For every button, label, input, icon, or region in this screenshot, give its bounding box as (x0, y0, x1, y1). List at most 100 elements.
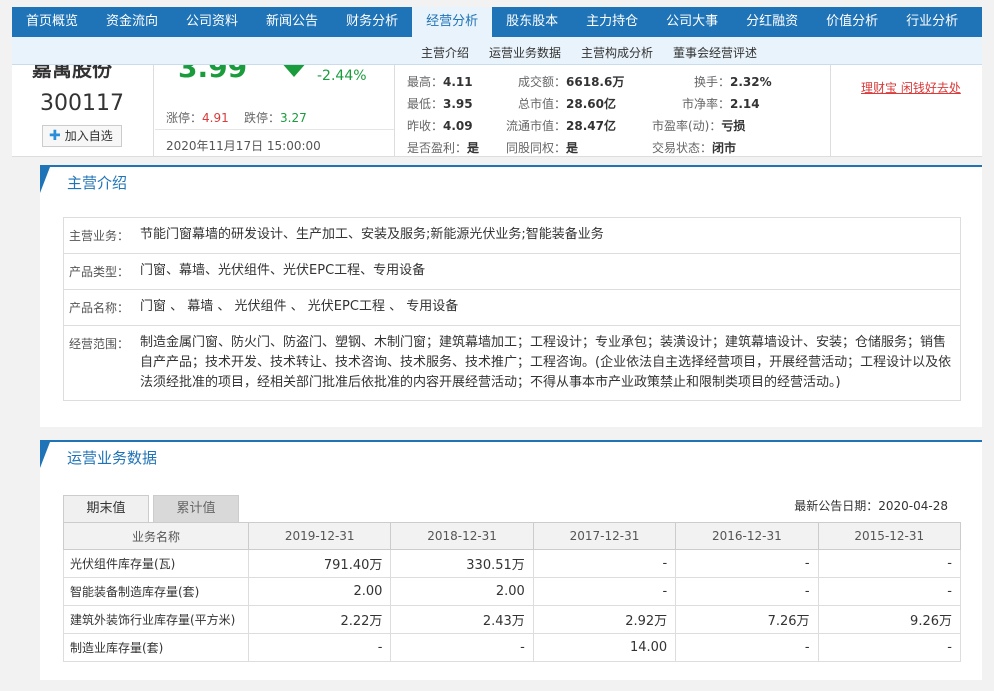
stat-value: 是 (566, 141, 579, 155)
stat-label: 总市值： (518, 97, 567, 111)
intro-label: 主营业务： (63, 217, 136, 254)
stat-label: 市盈率(动)： (652, 119, 722, 133)
divider (153, 65, 154, 156)
ad-link[interactable]: 理财宝 闲钱好去处 (861, 81, 961, 95)
subnav-item[interactable]: 运营业务数据 (489, 46, 562, 60)
intro-label: 经营范围： (63, 325, 136, 401)
table-cell: 2.43万 (390, 605, 534, 634)
stat-label: 最高： (407, 75, 444, 89)
stat-value: 亏损 (721, 119, 746, 133)
stat-item: 交易状态：闭市 (652, 139, 736, 156)
column-header: 2018-12-31 (390, 522, 534, 550)
nav-item-active[interactable]: 经营分析 (412, 7, 493, 37)
intro-label: 产品名称： (63, 289, 136, 326)
section-tab-marker (40, 167, 50, 193)
stat-value: 6618.6万 (566, 75, 625, 89)
stat-label: 交易状态： (652, 141, 713, 155)
add-watchlist-label: 加入自选 (64, 129, 113, 143)
intro-row: 经营范围： 制造金属门窗、防火门、防盗门、塑钢、木制门窗；建筑幕墙加工；工程设计；… (63, 325, 961, 401)
sub-nav: 主营介绍 运营业务数据 主营构成分析 董事会经营评述 (12, 37, 982, 65)
intro-row: 产品类型： 门窗、幕墙、光伏组件、光伏EPC工程、专用设备 (63, 253, 961, 290)
limit-up-label: 涨停： (166, 111, 203, 125)
subnav-item[interactable]: 董事会经营评述 (673, 46, 758, 60)
intro-label: 产品类型： (63, 253, 136, 290)
tab-cumulative[interactable]: 累计值 (153, 495, 239, 522)
intro-value: 门窗、幕墙、光伏组件、光伏EPC工程、专用设备 (135, 253, 961, 290)
divider (830, 65, 831, 156)
nav-item[interactable]: 新闻公告 (266, 14, 319, 29)
nav-item[interactable]: 分红融资 (746, 14, 799, 29)
stat-item: 是否盈利：是 (407, 139, 479, 156)
stat-item: 最高：4.11 (407, 73, 473, 90)
table-cell: 791.40万 (247, 549, 392, 578)
table-cell: 7.26万 (675, 605, 819, 634)
row-name: 智能装备制造库存量(套) (63, 577, 249, 606)
publish-date-label: 最新公告日期： (794, 499, 879, 513)
table-header-row: 业务名称 2019-12-31 2018-12-31 2017-12-31 20… (63, 522, 962, 550)
table-cell: - (532, 577, 677, 606)
limit-up-value: 4.91 (202, 111, 229, 125)
top-nav: 首页概览 资金流向 公司资料 新闻公告 财务分析 经营分析 股东股本 主力持仓 … (12, 7, 982, 37)
row-name: 建筑外装饰行业库存量(平方米) (63, 605, 249, 634)
stock-code: 300117 (40, 91, 124, 116)
publish-date: 最新公告日期：2020-04-28 (794, 497, 948, 514)
column-header: 业务名称 (63, 522, 249, 550)
limit-up: 涨停：4.91 (166, 109, 229, 126)
column-header: 2015-12-31 (817, 522, 962, 550)
stat-label: 流通市值： (506, 119, 567, 133)
stat-value: 28.47亿 (566, 119, 616, 133)
tab-period-end[interactable]: 期末值 (63, 495, 149, 522)
nav-item[interactable]: 主力持仓 (586, 14, 639, 29)
row-name: 光伏组件库存量(瓦) (63, 549, 249, 578)
table-cell: - (675, 549, 819, 578)
stat-item: 最低：3.95 (407, 95, 473, 112)
table-cell: - (817, 577, 962, 606)
stat-item: 流通市值：28.47亿 (506, 117, 616, 134)
down-arrow-icon (280, 65, 308, 77)
table-cell: - (675, 577, 819, 606)
quote-time: 2020年11月17日 15:00:00 (166, 139, 321, 153)
stat-value: 是 (467, 141, 480, 155)
table-cell: 14.00 (532, 633, 677, 662)
table-cell: 9.26万 (817, 605, 962, 634)
subnav-item[interactable]: 主营构成分析 (581, 46, 654, 60)
nav-item[interactable]: 资金流向 (106, 14, 159, 29)
subnav-item[interactable]: 主营介绍 (421, 46, 470, 60)
divider (394, 65, 395, 156)
table-cell: 2.92万 (532, 605, 677, 634)
nav-item[interactable]: 首页概览 (26, 14, 79, 29)
stat-label: 换手： (694, 75, 731, 89)
stat-value: 2.32% (730, 75, 772, 89)
stat-item: 市盈率(动)：亏损 (652, 117, 745, 134)
section-tab-marker (40, 442, 50, 468)
column-header: 2016-12-31 (675, 522, 819, 550)
row-name: 制造业库存量(套) (63, 633, 249, 662)
stat-label: 昨收： (407, 119, 444, 133)
table-cell: 330.51万 (390, 549, 534, 578)
table-row: 智能装备制造库存量(套) 2.00 2.00 - - - (63, 577, 962, 606)
ops-section: 运营业务数据 期末值 累计值 最新公告日期：2020-04-28 业务名称 20… (40, 440, 982, 680)
table-cell: - (817, 633, 962, 662)
intro-value: 门窗 、 幕墙 、 光伏组件 、 光伏EPC工程 、 专用设备 (135, 289, 961, 326)
intro-table: 主营业务： 节能门窗幕墙的研发设计、生产加工、安装及服务;新能源光伏业务;智能装备… (63, 217, 961, 401)
stat-item: 同股同权：是 (506, 139, 578, 156)
nav-item[interactable]: 行业分析 (906, 14, 959, 29)
nav-item[interactable]: 财务分析 (346, 14, 399, 29)
section-title: 主营介绍 (67, 174, 128, 192)
table-cell: - (390, 633, 534, 662)
nav-item[interactable]: 股东股本 (506, 14, 559, 29)
table-row: 光伏组件库存量(瓦) 791.40万 330.51万 - - - (63, 549, 962, 578)
add-watchlist-button[interactable]: ✚ 加入自选 (42, 125, 122, 147)
column-header: 2019-12-31 (247, 522, 392, 550)
limit-down: 跌停：3.27 (244, 109, 307, 126)
stock-name: 嘉寓股份 (32, 65, 112, 81)
table-cell: - (532, 549, 677, 578)
nav-item[interactable]: 价值分析 (826, 14, 879, 29)
nav-item[interactable]: 公司大事 (666, 14, 719, 29)
ops-table: 业务名称 2019-12-31 2018-12-31 2017-12-31 20… (63, 522, 962, 662)
stat-label: 是否盈利： (407, 141, 468, 155)
stat-value: 闭市 (712, 141, 737, 155)
nav-item[interactable]: 公司资料 (186, 14, 239, 29)
table-cell: 2.22万 (247, 605, 392, 634)
table-row: 制造业库存量(套) - - 14.00 - - (63, 633, 962, 662)
